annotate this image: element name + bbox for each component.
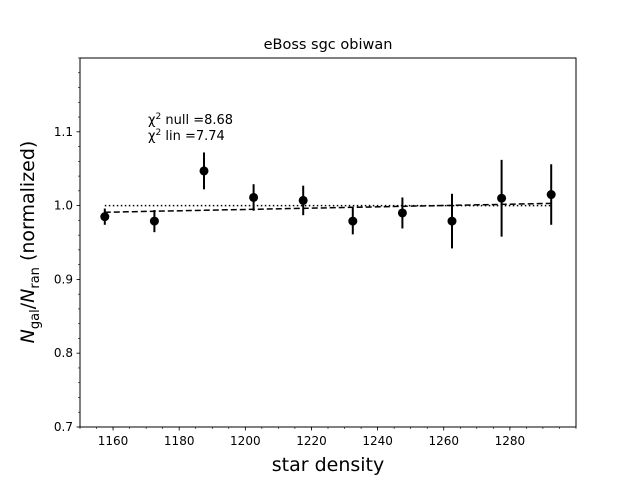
linear-fit-line xyxy=(104,202,552,213)
data-point xyxy=(397,208,407,218)
data-point xyxy=(249,192,259,202)
y-axis-subscript: gal xyxy=(28,309,43,329)
data-point xyxy=(546,190,556,200)
x-tick-label: 1280 xyxy=(495,434,526,448)
data-point xyxy=(497,193,507,203)
data-point xyxy=(100,212,110,222)
data-point xyxy=(298,195,308,205)
x-tick-label: 1260 xyxy=(428,434,459,448)
y-tick-label: 0.8 xyxy=(54,346,73,360)
error-bars xyxy=(103,152,553,249)
annotation-superscript: 2 xyxy=(156,112,162,122)
annotation-text: lin =7.74 xyxy=(161,129,225,144)
data-point xyxy=(199,166,209,176)
annotation-chi2-null: χ2 null =8.68 xyxy=(148,112,233,128)
x-tick-label: 1220 xyxy=(296,434,327,448)
annotation-superscript: 2 xyxy=(156,128,162,138)
y-tick-label: 0.7 xyxy=(54,420,73,434)
x-tick-label: 1200 xyxy=(230,434,261,448)
chart-title: eBoss sgc obiwan xyxy=(264,37,393,53)
y-tick-label: 1.0 xyxy=(54,199,73,213)
x-axis-title: star density xyxy=(272,454,385,476)
x-tick-label: 1240 xyxy=(362,434,393,448)
y-axis-suffix: (normalized) xyxy=(17,141,39,267)
y-tick-label: 0.9 xyxy=(54,272,73,286)
annotation-chi-symbol: χ xyxy=(148,129,156,144)
data-point xyxy=(149,216,159,226)
x-tick-label: 1180 xyxy=(164,434,195,448)
y-axis: 0.7 0.8 0.9 1.0 1.1 xyxy=(54,57,80,434)
y-axis-symbol: N xyxy=(17,289,39,303)
y-axis-title: Ngal/Nran (normalized) xyxy=(17,141,43,344)
data-point xyxy=(348,216,358,226)
x-tick-label: 1160 xyxy=(98,434,129,448)
data-markers xyxy=(100,166,556,226)
x-axis: 1160 1180 1200 1220 1240 1260 1280 xyxy=(79,427,577,448)
annotation-text: null =8.68 xyxy=(161,113,233,128)
annotation-chi2-lin: χ2 lin =7.74 xyxy=(148,128,225,144)
y-tick-label: 1.1 xyxy=(54,125,73,139)
fit-lines xyxy=(104,202,552,213)
y-axis-subscript: ran xyxy=(28,267,43,289)
data-point xyxy=(447,216,457,226)
y-axis-symbol: N xyxy=(17,329,39,343)
y-axis-slash: / xyxy=(17,302,39,309)
annotation-chi-symbol: χ xyxy=(148,113,156,128)
